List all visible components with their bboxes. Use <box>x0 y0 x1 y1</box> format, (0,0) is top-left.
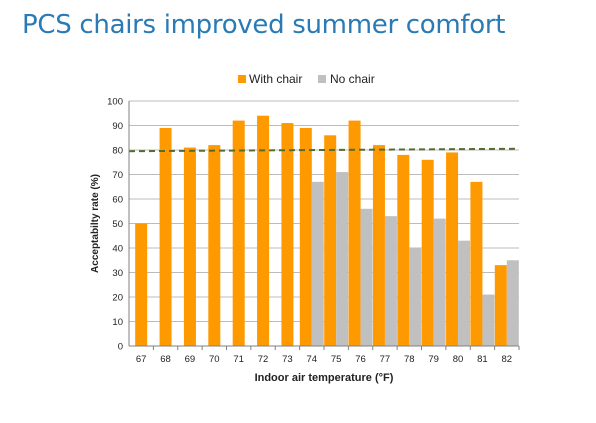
bars <box>135 115 519 346</box>
x-tick-label: 68 <box>160 354 171 365</box>
x-axis-label: Indoor air temperature (°F) <box>255 372 394 384</box>
bar-with-chair-72 <box>257 115 270 346</box>
y-tick-label: 20 <box>112 293 123 304</box>
bar-with-chair-75 <box>324 135 337 346</box>
bar-with-chair-77 <box>372 145 385 346</box>
bar-no-chair-75 <box>336 172 349 346</box>
x-tick-label: 72 <box>258 354 269 365</box>
slide-title: PCS chairs improved summer comfort <box>22 10 506 40</box>
axes: 0 10 20 30 40 50 60 70 80 90 100 67 68 69 70 71 72 73 74 75… <box>107 97 520 365</box>
bar-with-chair-78 <box>397 154 410 346</box>
x-tick-label: 71 <box>233 354 244 365</box>
bar-with-chair-71 <box>232 120 245 346</box>
x-tick-label: 78 <box>404 354 415 365</box>
bar-with-chair-76 <box>348 120 361 346</box>
y-tick-label: 90 <box>112 121 123 132</box>
x-tick-label: 75 <box>331 354 342 365</box>
threshold-line-group <box>128 147 520 153</box>
x-tick-label: 82 <box>502 354 513 365</box>
bar-with-chair-70 <box>208 145 221 346</box>
y-tick-label: 100 <box>107 97 123 108</box>
bar-no-chair-79 <box>433 218 446 346</box>
bar-no-chair-74 <box>311 181 324 346</box>
bar-with-chair-79 <box>421 159 434 346</box>
legend-swatch-no-chair <box>318 75 326 83</box>
bar-no-chair-77 <box>384 216 397 346</box>
threshold-line <box>128 147 520 153</box>
x-tick-label: 67 <box>136 354 147 365</box>
y-tick-label: 60 <box>112 195 123 206</box>
bar-no-chair-76 <box>360 208 373 346</box>
y-tick-label: 40 <box>112 244 123 255</box>
bar-with-chair-81 <box>470 181 483 346</box>
bar-no-chair-78 <box>409 248 422 346</box>
x-tick-label: 76 <box>355 354 366 365</box>
y-tick-label: 70 <box>112 170 123 181</box>
bar-with-chair-67 <box>135 223 148 346</box>
x-tick-label: 73 <box>282 354 293 365</box>
bar-no-chair-80 <box>458 240 471 346</box>
y-axis-label: Acceptabilty rate (%) <box>90 174 101 273</box>
legend-label-with-chair: With chair <box>249 72 302 86</box>
y-tick-label: 50 <box>112 219 123 230</box>
x-tick-label: 77 <box>380 354 391 365</box>
bar-with-chair-69 <box>183 147 196 346</box>
x-tick-label: 79 <box>428 354 439 365</box>
bar-with-chair-68 <box>159 127 172 346</box>
legend: With chair No chair <box>238 72 375 86</box>
y-tick-label: 0 <box>118 342 123 353</box>
y-tick-label: 10 <box>112 317 123 328</box>
bar-with-chair-82 <box>494 265 507 346</box>
y-tick-label: 30 <box>112 268 123 279</box>
bar-no-chair-82 <box>506 260 519 346</box>
x-tick-label: 81 <box>477 354 488 365</box>
x-tick-label: 69 <box>185 354 196 365</box>
bar-with-chair-80 <box>446 152 459 346</box>
y-tick-label: 80 <box>112 146 123 157</box>
bar-with-chair-73 <box>281 123 294 346</box>
legend-label-no-chair: No chair <box>330 72 375 86</box>
legend-swatch-with-chair <box>238 75 246 83</box>
bar-no-chair-81 <box>482 294 495 346</box>
x-tick-label: 74 <box>307 354 318 365</box>
x-tick-label: 80 <box>453 354 464 365</box>
bar-with-chair-74 <box>299 127 312 346</box>
x-tick-label: 70 <box>209 354 220 365</box>
